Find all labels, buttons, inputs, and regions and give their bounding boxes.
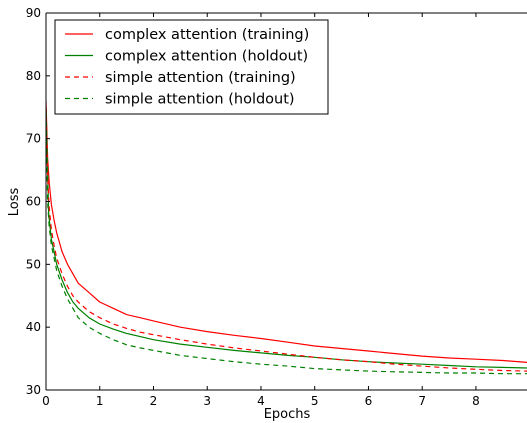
y-axis-label: Loss	[7, 188, 22, 217]
legend-box	[54, 19, 329, 115]
series-line-2	[46, 107, 527, 369]
series-line-1	[46, 100, 527, 363]
y-tick-label: 70	[26, 132, 41, 146]
y-tick-label: 30	[26, 383, 41, 397]
legend-label: complex attention (holdout)	[105, 49, 308, 65]
series-line-3	[46, 107, 527, 372]
x-tick-label: 4	[257, 394, 265, 408]
x-tick-label: 3	[203, 394, 211, 408]
y-tick-label: 40	[26, 320, 41, 334]
legend: complex attention (training) complex atte…	[54, 19, 329, 115]
x-tick-label: 1	[96, 394, 104, 408]
x-tick-label: 6	[365, 394, 373, 408]
y-tick-label: 50	[26, 257, 41, 271]
legend-label: simple attention (holdout)	[105, 92, 295, 108]
y-tick-label: 60	[26, 195, 41, 209]
x-tick-label: 2	[150, 394, 158, 408]
x-tick-label: 0	[42, 394, 50, 408]
legend-label: simple attention (training)	[105, 70, 296, 86]
x-tick-label: 8	[472, 394, 480, 408]
y-tick-label: 90	[26, 6, 41, 20]
legend-label: complex attention (training)	[105, 27, 309, 43]
x-tick-label: 5	[311, 394, 319, 408]
x-tick-label: 7	[418, 394, 426, 408]
series-line-4	[46, 113, 527, 375]
x-axis-label: Epochs	[264, 407, 311, 422]
y-tick-label: 80	[26, 69, 41, 83]
